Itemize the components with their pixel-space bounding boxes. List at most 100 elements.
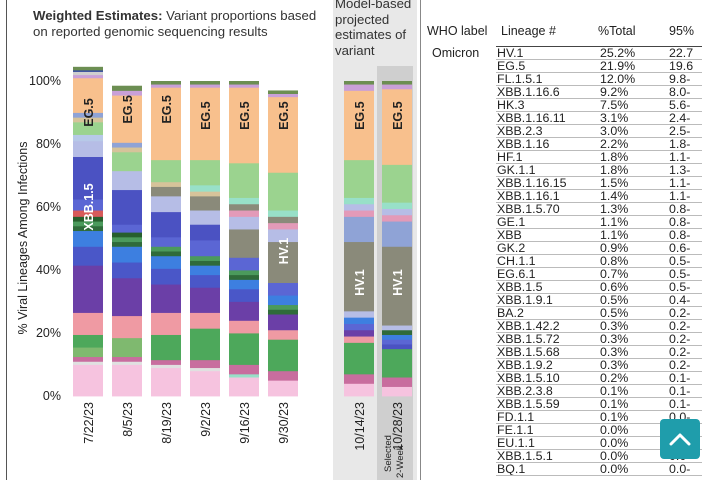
bar-segment [190, 274, 220, 288]
table-row: EG.5 21.9% 19.6 [496, 60, 702, 73]
bar-segment [344, 323, 374, 331]
x-tick-label: 9/16/23 [238, 402, 252, 444]
bar-segment [344, 90, 374, 161]
table-row: XBB.1.16.6 9.2% 8.0- [496, 86, 702, 99]
x-tick-label: 10/14/23 [353, 402, 367, 451]
bar-segment [268, 216, 298, 224]
ci-cell: 0.2- [669, 319, 691, 333]
total-cell: 0.7% [600, 267, 629, 281]
x-tick-label: 9/30/23 [277, 402, 291, 444]
bar-segment [151, 364, 181, 369]
bar-segment [73, 69, 103, 72]
y-tick-label: 60% [36, 200, 61, 214]
total-cell: 1.1% [600, 228, 629, 242]
bar-label: EG.5 [353, 101, 367, 130]
bar-segment [382, 202, 412, 209]
bar-segment [344, 210, 374, 217]
bar-segment [190, 255, 220, 261]
bar-segment [112, 224, 142, 233]
table-row: BA.2 0.5% 0.2- [496, 307, 702, 320]
table-row: XBB 1.1% 0.8- [496, 229, 702, 242]
table-row: XBB.1.5.68 0.3% 0.2- [496, 346, 702, 359]
bar-segment [382, 214, 412, 222]
bar-segment [268, 309, 298, 315]
total-cell: 12.0% [600, 72, 636, 86]
bar-segment [268, 380, 298, 397]
bar-segment [229, 279, 259, 290]
bar-segment [112, 246, 142, 263]
row-rule [496, 228, 702, 229]
table-row: GK.1.1 1.8% 1.3- [496, 164, 702, 177]
scroll-top-button[interactable] [660, 419, 700, 459]
ci-cell: 1.1- [669, 150, 691, 164]
bar-segment [112, 232, 142, 238]
bar-segment [229, 81, 259, 85]
total-cell: 0.9% [600, 241, 629, 255]
y-tick-label: 40% [36, 263, 61, 277]
bar-segment [268, 241, 298, 283]
bar-segment [268, 339, 298, 372]
total-cell: 0.3% [600, 345, 629, 359]
chart-title-bold: Weighted Estimates: [33, 8, 163, 23]
lineage-cell: XBB.2.3.8 [497, 384, 553, 398]
lineage-cell: XBB.1.42.2 [497, 319, 560, 333]
bar-segment [229, 216, 259, 230]
table-row: HF.1 1.8% 1.1- [496, 151, 702, 164]
lineage-cell: EG.6.1 [497, 267, 536, 281]
bar-segment [229, 162, 259, 198]
total-cell: 0.1% [600, 410, 629, 424]
bar-segment [73, 77, 103, 113]
bar-segment [112, 315, 142, 339]
row-rule [496, 410, 702, 411]
table-row: XBB.1.16.15 1.5% 1.1- [496, 177, 702, 190]
bar-label: EG.5 [199, 101, 213, 130]
table-row: HV.1 25.2% 22.7 [496, 47, 702, 60]
bar-segment [73, 71, 103, 76]
bar-segment [112, 337, 142, 358]
bar-segment [151, 255, 181, 269]
bar-segment [229, 229, 259, 258]
bar-label: EG.5 [82, 98, 96, 127]
x-tick-label: 8/19/23 [160, 402, 174, 444]
bar-segment [73, 347, 103, 358]
bar-segment [344, 336, 374, 343]
bar-segment [190, 224, 220, 241]
bar-segment [73, 140, 103, 157]
bar-segment [190, 159, 220, 186]
row-rule [496, 150, 702, 151]
table-row: XBB.1.5.72 0.3% 0.2- [496, 333, 702, 346]
table-row: XBB.2.3.8 0.1% 0.1- [496, 385, 702, 398]
row-rule [496, 202, 702, 203]
bar-segment [73, 246, 103, 266]
ci-cell: 0.0- [669, 462, 691, 476]
bar-segment [382, 348, 412, 378]
row-rule [496, 176, 702, 177]
ci-cell: 1.8- [669, 137, 691, 151]
bar-segment [151, 87, 181, 161]
bar-segment [229, 301, 259, 321]
bar-segment [112, 95, 142, 143]
bar-segment [112, 364, 142, 397]
bar-segment [268, 370, 298, 381]
lineage-cell: XBB.1.5.59 [497, 397, 560, 411]
lineage-cell: XBB.1.5 [497, 280, 543, 294]
bar-segment [229, 87, 259, 164]
lineage-cell: XBB [497, 228, 522, 242]
bar-segment [382, 329, 412, 335]
bar-segment [151, 359, 181, 365]
bar-segment [344, 317, 374, 324]
x-tick-label: 9/2/23 [199, 402, 213, 437]
total-cell: 1.1% [600, 215, 629, 229]
bar-segment [73, 199, 103, 211]
bar-segment [73, 112, 103, 118]
bar-segment [190, 312, 220, 329]
bar-segment [112, 361, 142, 365]
row-rule [496, 332, 702, 333]
bar-label: HV.1 [277, 238, 291, 265]
bar-segment [344, 197, 374, 205]
total-cell: 0.5% [600, 306, 629, 320]
row-rule [496, 423, 702, 424]
bar-segment [229, 320, 259, 334]
bar-segment [112, 142, 142, 148]
lineage-cell: XBB.1.16.1 [497, 189, 560, 203]
